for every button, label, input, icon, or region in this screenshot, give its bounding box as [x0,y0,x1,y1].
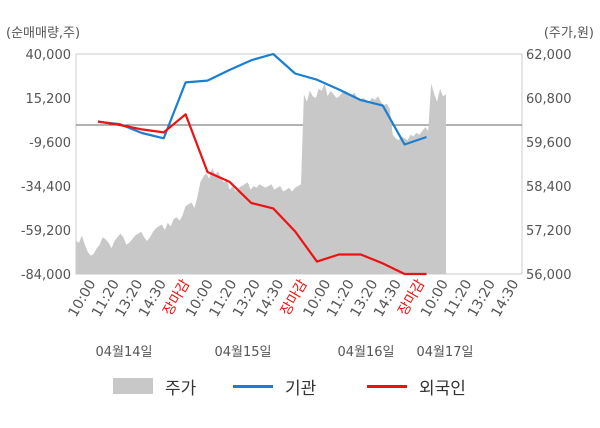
legend-label-institution: 기관 [285,378,317,399]
legend-label-foreign: 외국인 [419,378,466,399]
left-axis-unit: (순매매량,주) [6,26,80,41]
chart: (순매매량,주) (주가,원) 40,000 15,200 -9,600 -34,40… [6,26,594,360]
date-label: 04월16일 [337,345,394,360]
right-tick-label: 62,000 [526,48,572,63]
legend-item-price: 주가 [113,372,196,400]
right-tick-label: 59,600 [526,136,572,151]
left-tick-label: 40,000 [26,48,72,63]
legend-swatch-institution [233,384,273,388]
legend: 주가 기관 외국인 [0,372,600,402]
series-line-foreign [97,113,427,276]
right-tick-label: 58,400 [526,180,572,195]
legend-item-institution: 기관 [233,372,316,400]
legend-swatch-price [113,378,153,394]
date-label: 04월17일 [416,345,473,360]
right-tick-label: 60,800 [526,92,572,107]
series-line-institution [97,52,427,146]
right-tick-label: 57,200 [526,224,572,239]
price-area-path [76,83,446,274]
legend-swatch-foreign [367,384,407,388]
date-label: 04월15일 [214,345,271,360]
left-tick-label: 15,200 [26,92,72,107]
left-tick-label: -84,000 [21,268,71,283]
legend-label-price: 주가 [165,378,197,399]
date-labels: 04월14일 04월15일 04월16일 04월17일 [95,345,473,360]
right-axis-unit: (주가,원) [544,26,594,41]
axis-ticks: 40,000 15,200 -9,600 -34,400 -59,200 -84,000 6… [21,48,572,283]
x-axis-labels: 10:0011:2013:2014:30장마감10:0011:2013:2014… [65,277,522,320]
series-lines [97,52,427,276]
right-tick-label: 56,000 [526,268,572,283]
date-label: 04월14일 [95,345,152,360]
left-tick-label: -34,400 [21,180,71,195]
left-tick-label: -59,200 [21,224,71,239]
left-tick-label: -9,600 [29,136,71,151]
price-area [76,83,446,274]
legend-item-foreign: 외국인 [367,372,466,400]
